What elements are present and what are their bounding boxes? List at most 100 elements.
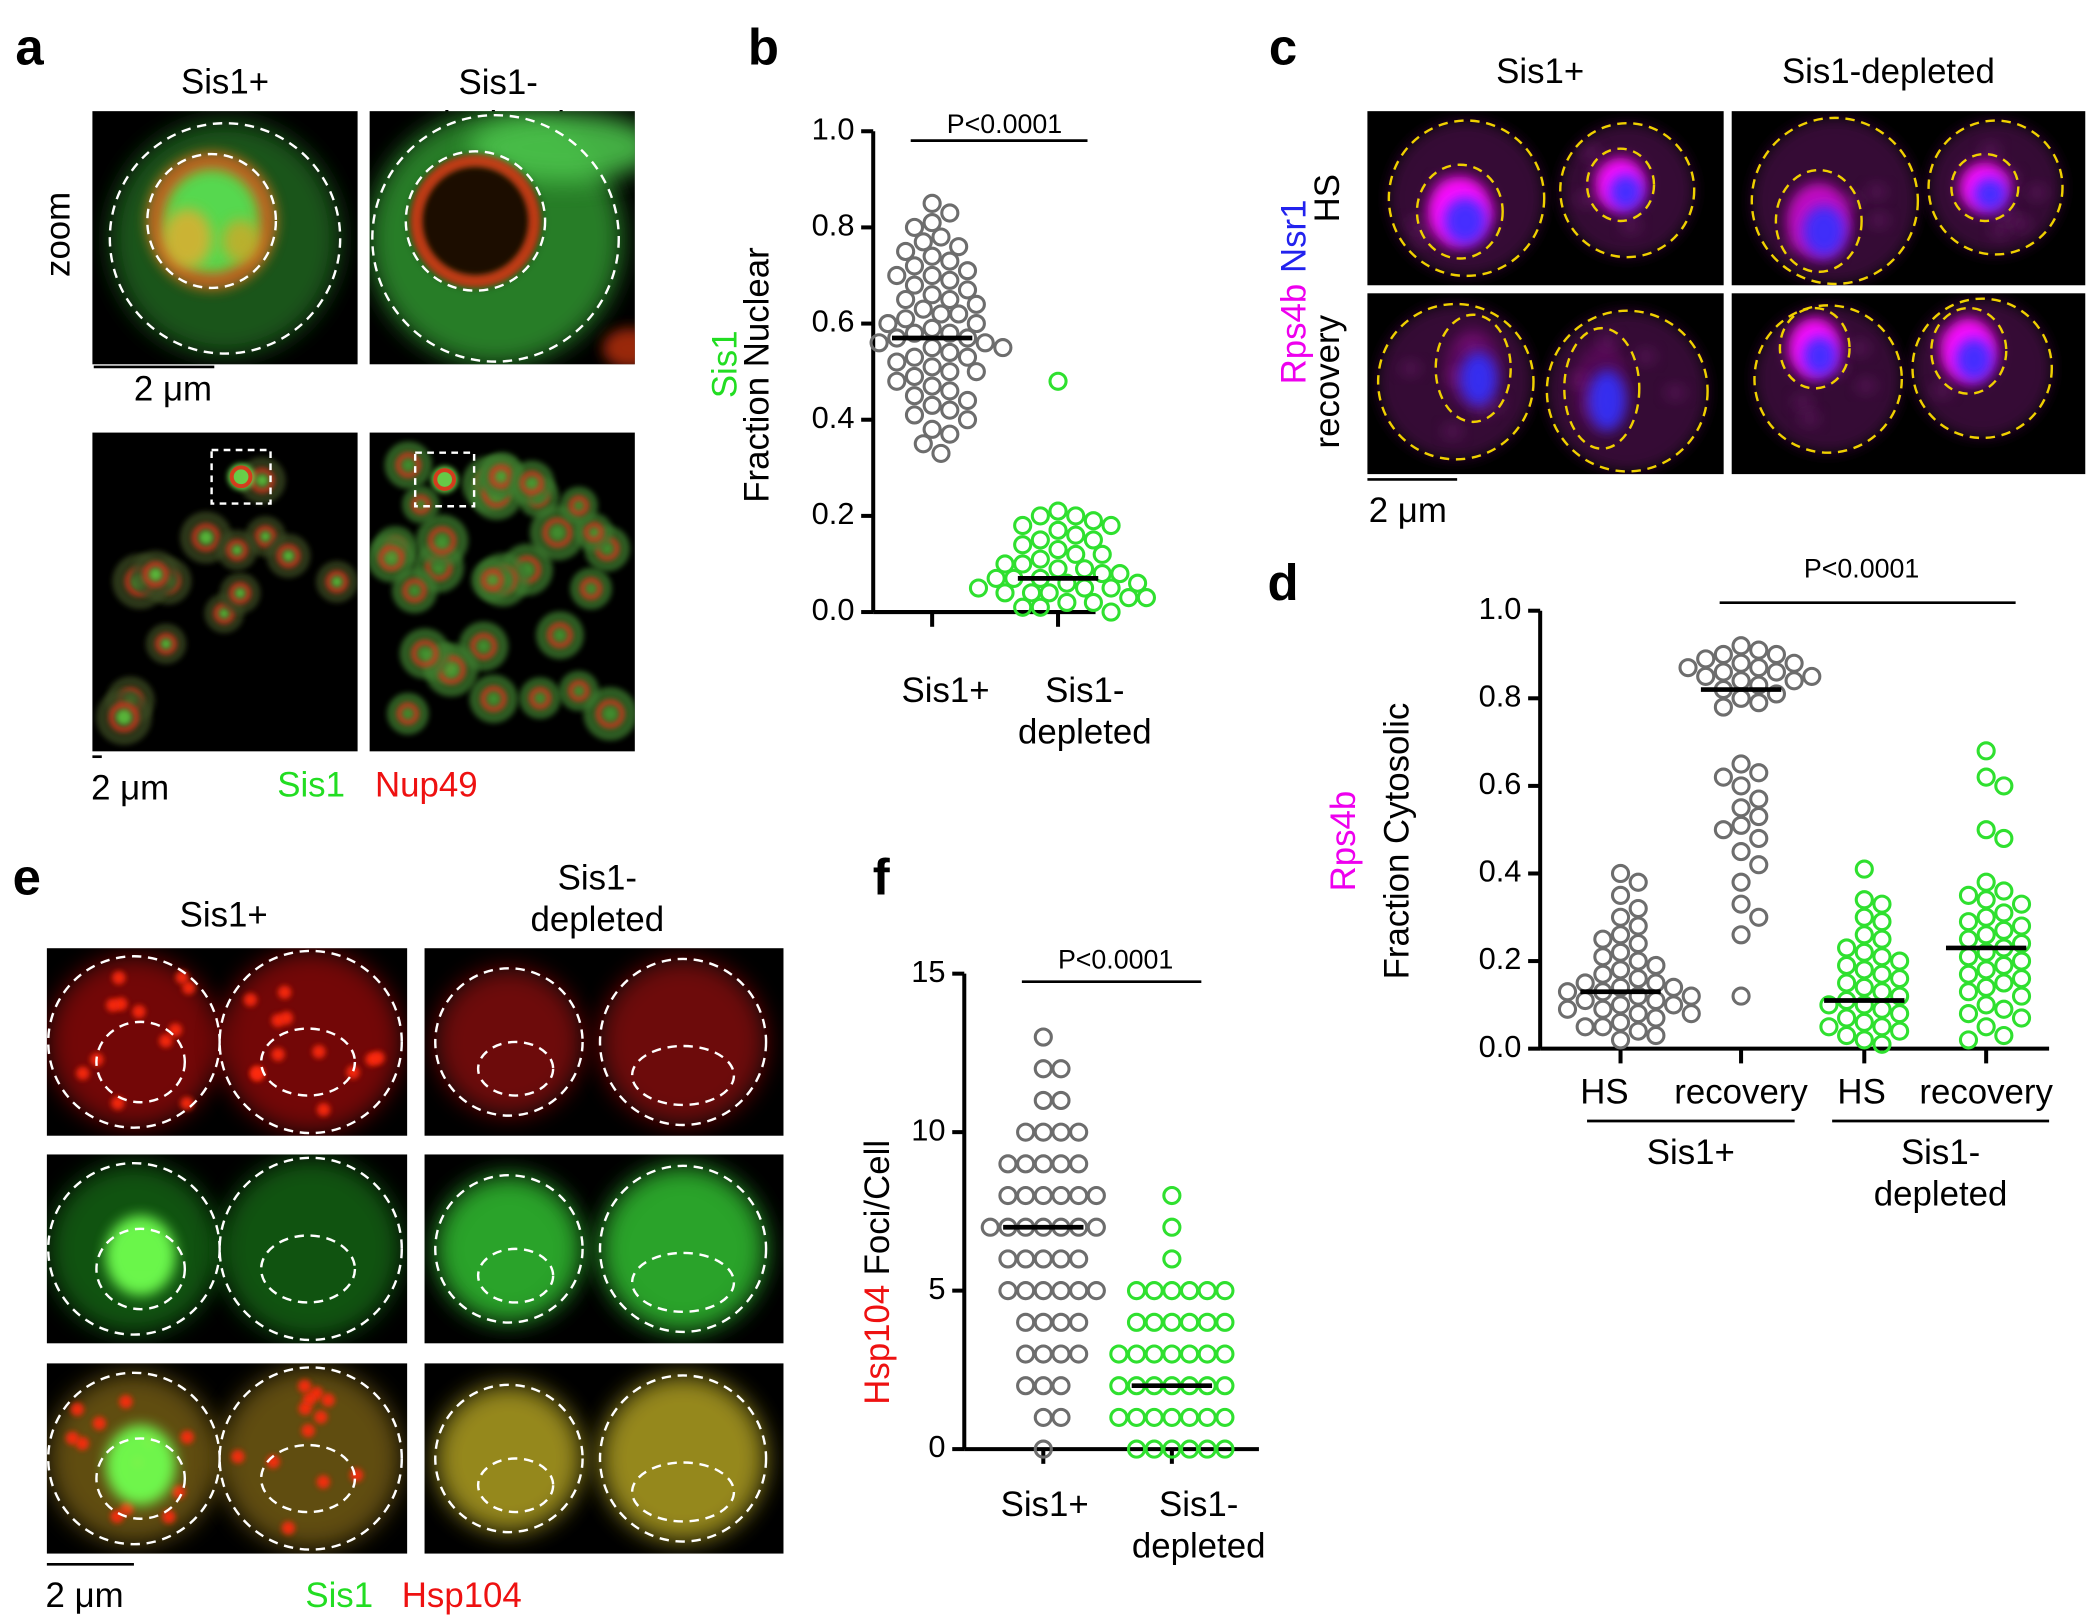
data-point: [980, 1217, 1000, 1237]
data-point: [1819, 1017, 1839, 1037]
signal: [1955, 338, 1993, 381]
data-point: [1051, 1059, 1071, 1079]
data-point: [1958, 885, 1979, 905]
data-point: [1126, 1281, 1147, 1301]
data-point: [878, 313, 898, 334]
data-point: [1663, 995, 1684, 1015]
data-point: [957, 347, 978, 367]
data-point: [1575, 1017, 1595, 1037]
data-point: [1976, 960, 1996, 980]
data-point: [1162, 1344, 1182, 1364]
signal: [219, 608, 230, 619]
signal: [314, 1410, 328, 1424]
signal: [1979, 142, 2002, 159]
data-point: [1610, 885, 1631, 905]
signal: [105, 998, 120, 1012]
signal: [1931, 382, 1954, 399]
signal: [70, 1402, 84, 1417]
signal: [302, 1392, 317, 1406]
data-point: [1854, 890, 1874, 910]
data-point: [1030, 506, 1050, 526]
data-point: [1069, 1185, 1089, 1206]
data-point: [1016, 1281, 1036, 1301]
signal: [583, 522, 604, 542]
legend-label: Nup49: [375, 766, 478, 805]
signal: [408, 584, 421, 597]
data-point: [966, 362, 986, 382]
data-point: [1976, 925, 1996, 945]
data-point: [1854, 907, 1874, 927]
significance-label: P<0.0001: [947, 109, 1062, 139]
data-point: [1749, 789, 1769, 809]
y-tick-label: 0.2: [812, 496, 855, 531]
data-point: [1784, 671, 1804, 691]
cell-outline: [47, 1371, 221, 1546]
signal: [480, 686, 507, 712]
data-point: [1128, 573, 1148, 593]
micrograph-content: [369, 111, 635, 365]
data-point: [940, 289, 960, 310]
signal: [162, 1510, 176, 1524]
data-point: [1575, 973, 1595, 993]
data-point: [957, 280, 978, 300]
cell-outline: [1585, 147, 1656, 223]
data-point: [1713, 662, 1733, 682]
data-point: [922, 246, 942, 266]
signal: [331, 576, 343, 588]
stain-name: Nsr1: [1275, 200, 1314, 274]
data-point: [1976, 741, 1996, 761]
signal: [180, 1096, 194, 1111]
data-point: [1013, 515, 1033, 536]
data-point: [1802, 666, 1822, 686]
data-point: [922, 213, 942, 233]
data-point: [1048, 371, 1068, 391]
signal: [1588, 370, 1626, 431]
data-point: [1994, 881, 2014, 901]
data-point: [1593, 929, 1613, 949]
micrograph-content: [1751, 117, 2063, 284]
data-point: [1958, 1030, 1979, 1050]
data-point: [1994, 776, 2014, 796]
signal: [346, 1065, 360, 1079]
data-point: [1083, 530, 1103, 550]
signal: [192, 523, 220, 552]
data-point: [1731, 842, 1751, 862]
data-point: [940, 362, 960, 382]
data-point: [896, 309, 916, 329]
data-point: [1051, 1249, 1071, 1269]
data-point: [1731, 925, 1751, 945]
signal: [411, 494, 431, 515]
panel-letter: d: [1267, 554, 1298, 611]
data-point: [1136, 588, 1157, 608]
cell-outline: [1930, 306, 2008, 395]
data-point: [1144, 1281, 1164, 1301]
data-point: [1872, 912, 1892, 932]
data-point: [1144, 1312, 1164, 1332]
signal: [378, 545, 405, 571]
significance-label: P<0.0001: [1058, 945, 1173, 975]
data-point: [940, 270, 960, 290]
signal: [534, 692, 546, 704]
signal: [105, 1425, 176, 1506]
data-point: [1872, 929, 1892, 949]
data-point: [1749, 828, 1769, 849]
data-point: [1057, 592, 1077, 613]
data-point: [1086, 1217, 1106, 1237]
data-point: [998, 1281, 1018, 1301]
y-tick-label: 0.0: [1479, 1029, 1522, 1064]
y-tick-label: 0.6: [812, 304, 855, 339]
signal: [229, 582, 251, 604]
row-label: recovery: [1308, 314, 1347, 448]
data-point: [1872, 947, 1892, 967]
cell-outline: [1750, 116, 1920, 286]
data-point: [1021, 583, 1042, 603]
data-point: [1179, 1439, 1200, 1459]
data-point: [1557, 999, 1578, 1019]
data-point: [1872, 894, 1892, 914]
data-point: [966, 313, 986, 334]
data-point: [1731, 671, 1751, 691]
signal: [401, 458, 415, 472]
data-point: [1731, 815, 1751, 835]
data-point: [940, 424, 960, 444]
